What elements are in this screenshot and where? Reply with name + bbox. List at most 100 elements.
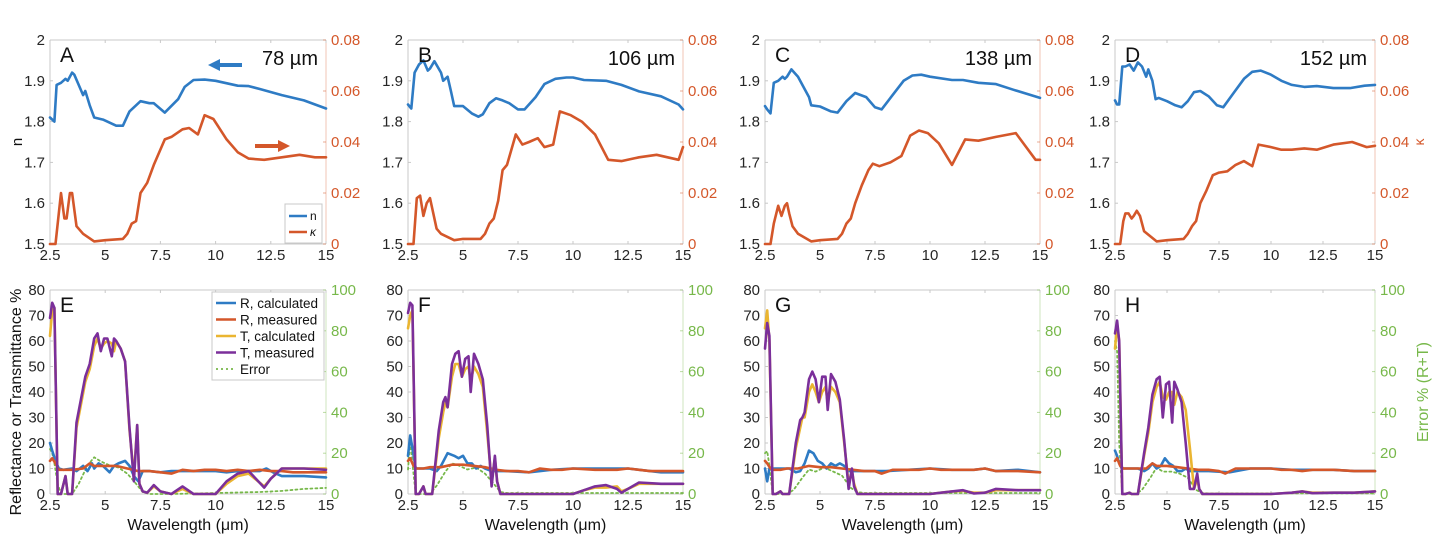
y-tick-label: 10 <box>1093 461 1110 478</box>
y2-tick-label: 100 <box>1380 282 1405 299</box>
y-tick-label: 50 <box>28 359 45 376</box>
y-tick-label: 1.9 <box>739 73 760 90</box>
panel-letter: F <box>418 294 431 317</box>
x-tick-label: 7.5 <box>150 247 171 264</box>
y2-tick-label: 0.04 <box>331 134 360 151</box>
x-tick-label: 12.5 <box>1308 497 1337 514</box>
y2-tick-label: 0 <box>331 236 339 253</box>
x-tick-label: 2.5 <box>1105 497 1126 514</box>
y-tick-label: 80 <box>28 282 45 299</box>
x-tick-label: 15 <box>1367 247 1384 264</box>
y2-tick-label: 100 <box>1045 282 1070 299</box>
y2-tick-label: 100 <box>688 282 713 299</box>
x-tick-label: 10 <box>1263 497 1280 514</box>
y-axis-label: Reflectance or Transmittance % <box>8 289 25 516</box>
y-tick-label: 20 <box>1093 435 1110 452</box>
y-tick-label: 1.5 <box>1089 236 1110 253</box>
series-line-t-measured <box>763 321 1042 496</box>
y-tick-label: 50 <box>386 359 403 376</box>
legend-label: R, measured <box>240 313 317 328</box>
panel-letter: D <box>1125 44 1140 67</box>
y-tick-label: 10 <box>386 461 403 478</box>
y2-tick-label: 60 <box>1045 364 1062 381</box>
thickness-label: 106 µm <box>608 48 675 70</box>
y-tick-label: 70 <box>743 308 760 325</box>
y-tick-label: 1.8 <box>1089 114 1110 131</box>
y-tick-label: 1.7 <box>739 154 760 171</box>
y-tick-label: 50 <box>743 359 760 376</box>
y2-tick-label: 0 <box>1380 236 1388 253</box>
y2-axis-label: κ <box>1411 138 1427 146</box>
panel-a: 2.5 5 7.5 10 12.5 15 1.5 1.6 1.7 1.8 1.9 2 0 0.02 0.04… <box>9 32 360 264</box>
x-tick-label: 2.5 <box>40 497 61 514</box>
y2-tick-label: 40 <box>688 404 705 421</box>
y2-axis-label: Error % (R+T) <box>1415 342 1432 442</box>
y2-tick-label: 0 <box>1045 486 1053 503</box>
y2-tick-label: 80 <box>331 323 348 340</box>
y-tick-label: 1.7 <box>382 154 403 171</box>
series-line-n <box>1113 61 1377 109</box>
x-tick-label: 10 <box>565 247 582 264</box>
y2-tick-label: 20 <box>331 445 348 462</box>
y2-tick-label: 0 <box>688 236 696 253</box>
y-tick-label: 1.9 <box>1089 73 1110 90</box>
y2-tick-label: 0.04 <box>1045 134 1074 151</box>
y2-tick-label: 20 <box>688 445 705 462</box>
y2-tick-label: 0.02 <box>688 185 717 202</box>
x-axis-label: Wavelength (μm) <box>485 517 607 534</box>
x-tick-label: 15 <box>675 497 692 514</box>
x-tick-label: 10 <box>922 497 939 514</box>
y2-tick-label: 0.08 <box>1380 32 1409 49</box>
y-tick-label: 60 <box>743 333 760 350</box>
x-axis-label: Wavelength (μm) <box>1184 517 1306 534</box>
x-tick-label: 5 <box>101 247 109 264</box>
y-tick-label: 1.6 <box>24 195 45 212</box>
y-tick-label: 1.7 <box>1089 154 1110 171</box>
y2-tick-label: 0 <box>1045 236 1053 253</box>
x-tick-label: 5 <box>1163 497 1171 514</box>
y2-tick-label: 80 <box>688 323 705 340</box>
x-tick-label: 2.5 <box>398 497 419 514</box>
y-tick-label: 1.8 <box>24 114 45 131</box>
x-tick-label: 15 <box>1032 247 1049 264</box>
y-tick-label: 30 <box>1093 410 1110 427</box>
x-tick-label: 2.5 <box>398 247 419 264</box>
panel-letter: H <box>1125 294 1140 317</box>
series-line-t-measured <box>48 301 328 496</box>
y2-tick-label: 0.02 <box>1045 185 1074 202</box>
panel-e: 2.5 5 7.5 10 12.5 150102030405060708002040608… <box>8 282 356 534</box>
y2-tick-label: 100 <box>331 282 356 299</box>
x-tick-label: 15 <box>318 497 335 514</box>
series-line-r-calculated <box>48 441 328 483</box>
y2-tick-label: 40 <box>1045 404 1062 421</box>
x-tick-label: 12.5 <box>970 497 999 514</box>
y2-tick-label: 20 <box>1380 445 1397 462</box>
panel-letter: B <box>418 44 432 67</box>
x-tick-label: 12.5 <box>970 247 999 264</box>
legend-label: R, calculated <box>240 296 318 311</box>
series-line-r-measured <box>406 456 685 474</box>
series-line-r-measured <box>763 459 1042 475</box>
x-tick-label: 10 <box>922 247 939 264</box>
x-tick-label: 7.5 <box>150 497 171 514</box>
x-tick-label: 2.5 <box>755 497 776 514</box>
series-line-kappa <box>763 129 1042 246</box>
y2-tick-label: 0.02 <box>331 185 360 202</box>
x-tick-label: 12.5 <box>256 247 285 264</box>
x-axis-label: Wavelength (μm) <box>127 517 249 534</box>
x-tick-label: 7.5 <box>1209 497 1230 514</box>
x-tick-label: 7.5 <box>865 497 886 514</box>
panel-letter: C <box>775 44 790 67</box>
x-tick-label: 12.5 <box>613 497 642 514</box>
panel-letter: E <box>60 294 74 317</box>
y-tick-label: 70 <box>1093 308 1110 325</box>
legend-label: T, calculated <box>240 329 315 344</box>
x-tick-label: 10 <box>1263 247 1280 264</box>
y-tick-label: 70 <box>386 308 403 325</box>
panel-f: 2.5 5 7.5 10 12.5 150102030405060708002040608… <box>386 282 713 534</box>
panel-b: 2.5 5 7.5 10 12.5 15 1.5 1.6 1.7 1.8 1.9 2 0 0.02 0.04… <box>382 32 717 264</box>
y2-tick-label: 0.08 <box>1045 32 1074 49</box>
x-tick-label: 2.5 <box>40 247 61 264</box>
x-tick-label: 5 <box>459 497 467 514</box>
y-tick-label: 40 <box>743 384 760 401</box>
